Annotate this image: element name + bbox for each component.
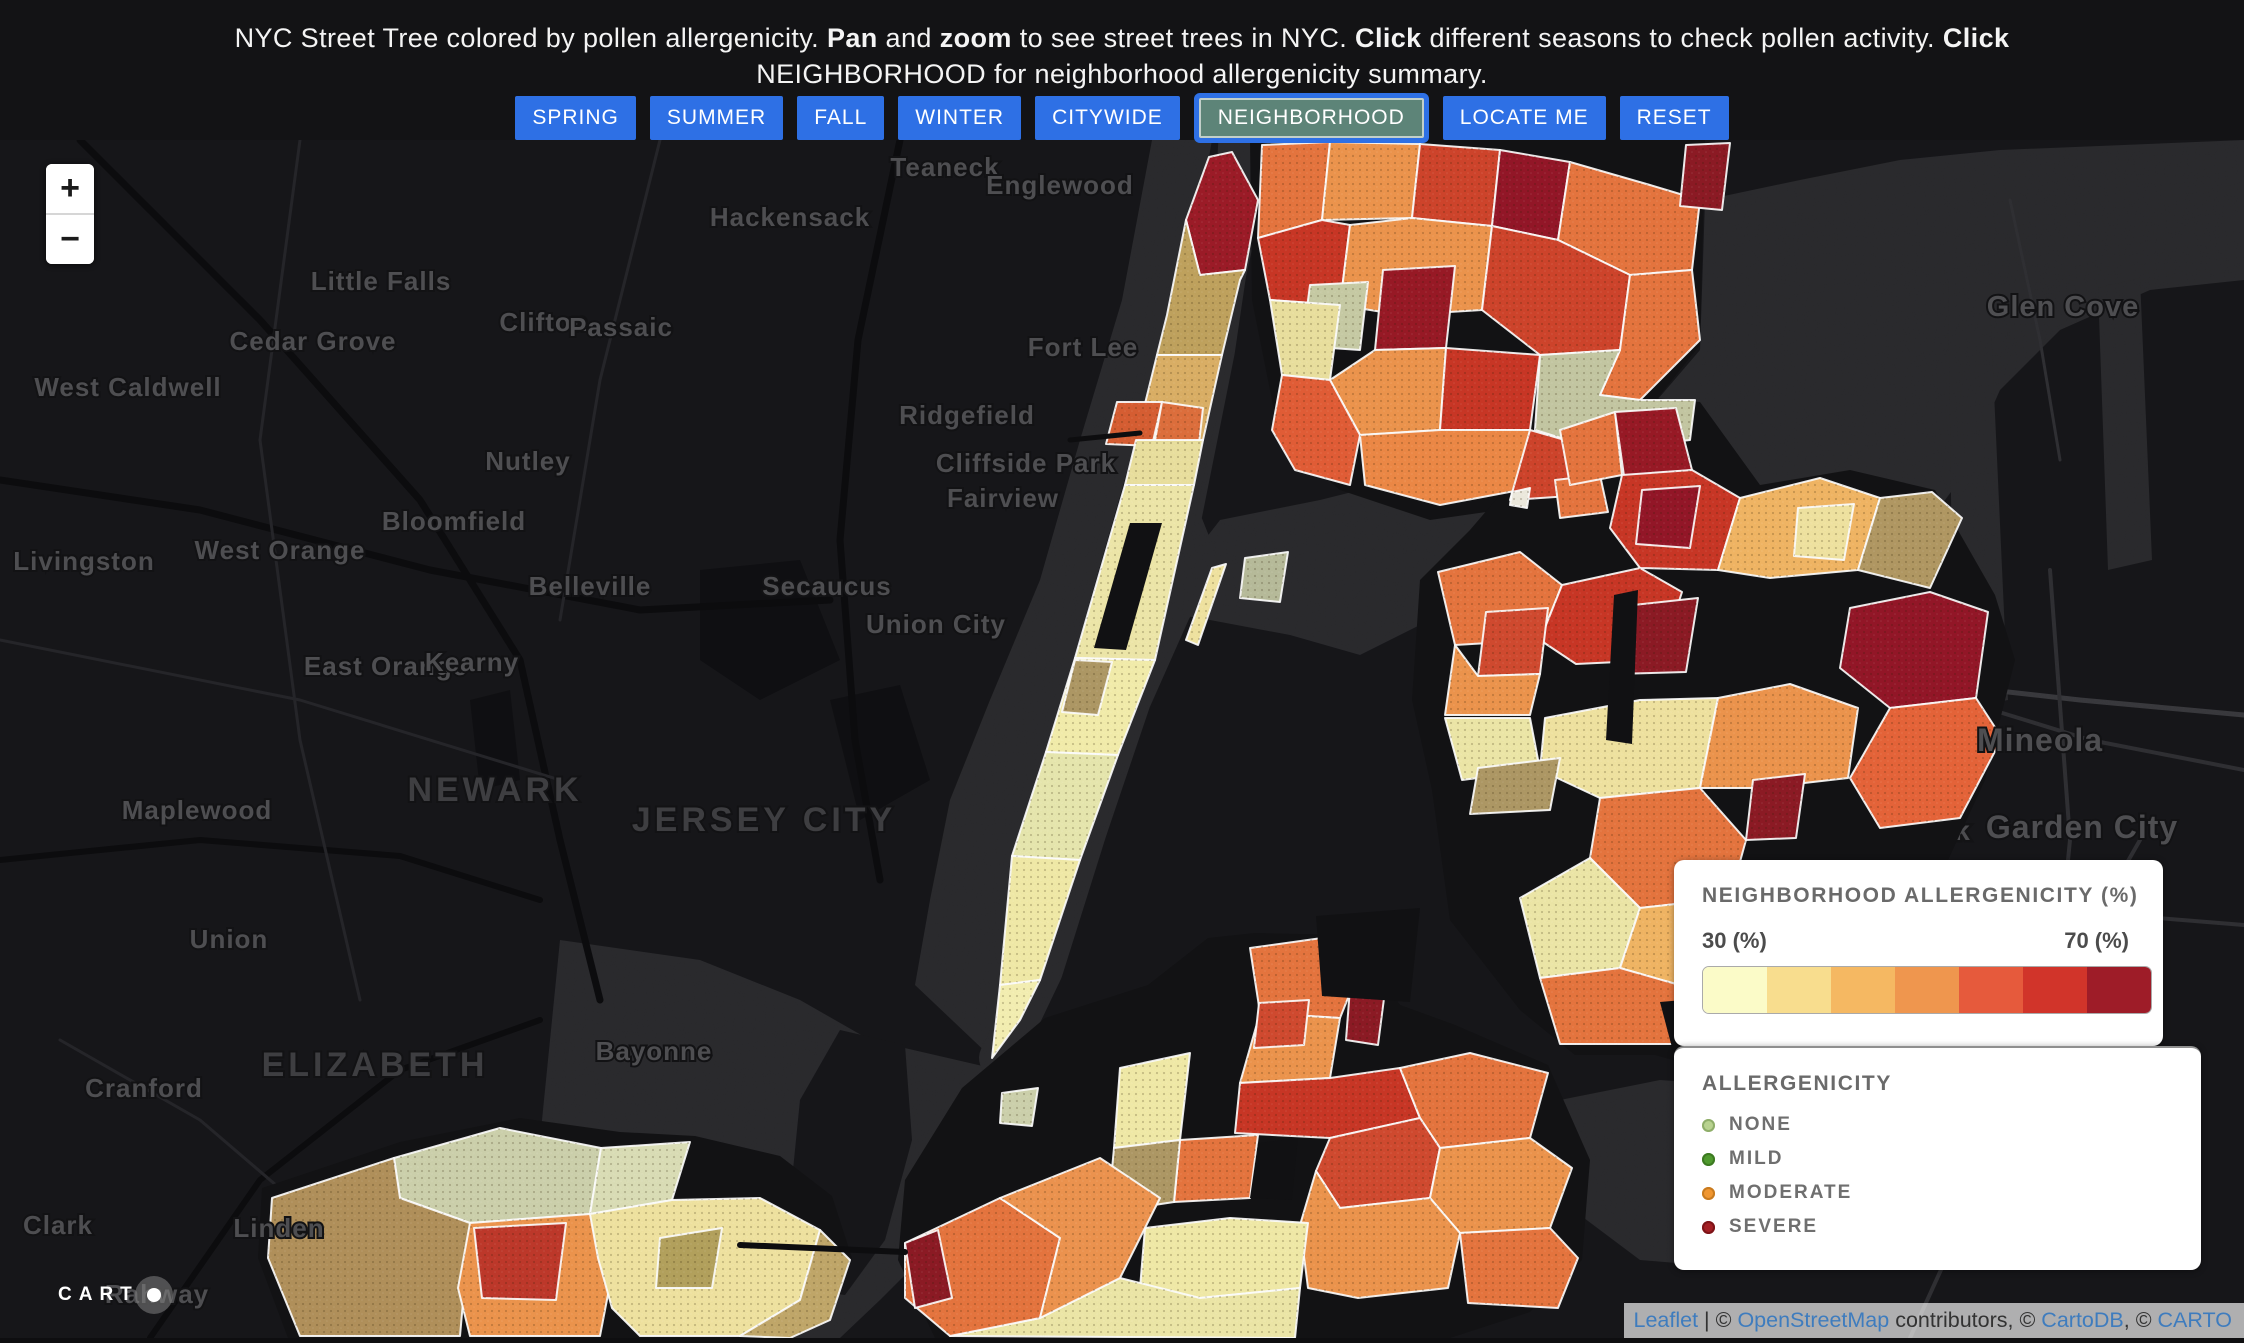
map-place-label-teaneck: Teaneck bbox=[890, 152, 999, 182]
toolbar-button-neighborhood[interactable]: NEIGHBORHOOD bbox=[1198, 98, 1424, 138]
legend-category-label: MODERATE bbox=[1729, 1182, 1853, 1203]
map-place-label-clifton: Clifton bbox=[499, 307, 588, 337]
carto-logo[interactable]: CART bbox=[58, 1276, 173, 1314]
attribution-link-leaflet[interactable]: Leaflet bbox=[1633, 1308, 1699, 1332]
toolbar-button-winter[interactable]: WINTER bbox=[898, 96, 1022, 140]
carto-logo-circle-icon bbox=[134, 1276, 173, 1314]
map-place-label-newark: NEWARK bbox=[407, 771, 582, 809]
header-line-2: NEIGHBORHOOD for neighborhood allergenic… bbox=[756, 59, 1488, 89]
attribution-link-openstreetmap[interactable]: OpenStreetMap bbox=[1737, 1308, 1890, 1332]
none-dot-icon bbox=[1702, 1118, 1715, 1132]
map-place-label-ridgefield: Ridgefield bbox=[899, 400, 1035, 430]
toolbar-button-citywide[interactable]: CITYWIDE bbox=[1035, 96, 1180, 140]
map-place-label-west-caldwell: West Caldwell bbox=[34, 372, 221, 402]
map-place-label-cranford: Cranford bbox=[85, 1073, 203, 1103]
zoom-in-button[interactable]: + bbox=[46, 164, 94, 213]
toolbar-button-locate-me[interactable]: LOCATE ME bbox=[1442, 96, 1606, 140]
map-place-label-mineola: Mineola bbox=[1977, 722, 2103, 758]
map-place-label-passaic: Passaic bbox=[569, 312, 673, 342]
legend-ramp-title: NEIGHBORHOOD ALLERGENICITY (%) bbox=[1702, 884, 2139, 907]
map-place-label-cliffside-park: Cliffside Park bbox=[936, 448, 1116, 478]
map-place-label-union: Union bbox=[190, 924, 269, 954]
map-place-label-east-orange: East Orange bbox=[304, 651, 468, 681]
map-place-label-elizabeth: ELIZABETH bbox=[262, 1046, 489, 1084]
map-place-label-west-orange: West Orange bbox=[195, 535, 366, 565]
legend-category-severe: SEVERE bbox=[1702, 1210, 1852, 1244]
legend-category-label: MILD bbox=[1729, 1148, 1784, 1169]
header-line-1: NYC Street Tree colored by pollen allerg… bbox=[234, 23, 2010, 53]
map-place-label-maplewood: Maplewood bbox=[122, 795, 273, 825]
legend-category-mild: MILD bbox=[1702, 1142, 1852, 1176]
attribution-link-carto[interactable]: CARTO bbox=[2157, 1308, 2232, 1332]
toolbar-button-summer[interactable]: SUMMER bbox=[649, 96, 784, 140]
ramp-swatch-5 bbox=[2023, 967, 2087, 1013]
map-place-label-garden-city: Garden City bbox=[1986, 809, 2178, 845]
severe-dot-icon bbox=[1702, 1220, 1715, 1234]
map-place-label-cedar-grove: Cedar Grove bbox=[229, 326, 396, 356]
map-place-label-clark: Clark bbox=[23, 1210, 93, 1240]
legend-category-moderate: MODERATE bbox=[1702, 1176, 1852, 1210]
map-zoom-control: + − bbox=[46, 164, 94, 264]
mild-dot-icon bbox=[1702, 1152, 1715, 1166]
legend-color-ramp bbox=[1702, 966, 2152, 1014]
legend-category-panel: ALLERGENICITY NONE MILD MODERATE SEVERE bbox=[1674, 1046, 2201, 1270]
legend-category-none: NONE bbox=[1702, 1108, 1852, 1142]
toolbar-button-reset[interactable]: RESET bbox=[1619, 96, 1729, 140]
legend-category-list: NONE MILD MODERATE SEVERE bbox=[1702, 1108, 1852, 1244]
zoom-out-button[interactable]: − bbox=[46, 215, 94, 264]
map-place-label-little-falls: Little Falls bbox=[311, 266, 452, 296]
attribution-text: contributors, © bbox=[1889, 1308, 2042, 1332]
map-place-label-jersey-city: JERSEY CITY bbox=[632, 801, 896, 839]
zoom-divider bbox=[46, 213, 94, 215]
map-place-label-fairview: Fairview bbox=[947, 483, 1059, 513]
map-place-label-bloomfield: Bloomfield bbox=[382, 506, 526, 536]
legend-max-label: 70 (%) bbox=[2064, 928, 2129, 953]
attribution-text: , © bbox=[2123, 1308, 2158, 1332]
attribution-link-cartodb[interactable]: CartoDB bbox=[2041, 1308, 2124, 1332]
toolbar-button-fall[interactable]: FALL bbox=[797, 96, 885, 140]
map-place-label-union-city: Union City bbox=[866, 609, 1006, 639]
map-place-label-livingston: Livingston bbox=[13, 546, 154, 576]
season-toolbar: SPRING SUMMER FALL WINTER CITYWIDE NEIGHBORHO… bbox=[0, 96, 2244, 140]
carto-logo-text: CART bbox=[58, 1284, 139, 1305]
legend-ramp-panel: NEIGHBORHOOD ALLERGENICITY (%) 30 (%) 70… bbox=[1674, 860, 2163, 1046]
ramp-swatch-4 bbox=[1959, 967, 2023, 1013]
header-instructions: NYC Street Tree colored by pollen allerg… bbox=[0, 20, 2244, 92]
map-place-label-fort-lee: Fort Lee bbox=[1028, 332, 1139, 362]
ramp-swatch-6 bbox=[2087, 967, 2151, 1013]
map-place-label-secaucus: Secaucus bbox=[762, 571, 891, 601]
legend-category-label: NONE bbox=[1729, 1114, 1792, 1135]
map-place-label-glen-cove: Glen Cove bbox=[1987, 291, 2139, 323]
map-attribution: Leaflet | © OpenStreetMap contributors, … bbox=[1623, 1303, 2244, 1338]
legend-category-label: SEVERE bbox=[1729, 1216, 1819, 1237]
toolbar-button-spring[interactable]: SPRING bbox=[515, 96, 636, 140]
attribution-text: | © bbox=[1698, 1308, 1738, 1332]
ramp-swatch-0 bbox=[1703, 967, 1767, 1013]
legend-min-label: 30 (%) bbox=[1702, 928, 1767, 953]
map-place-label-linden: Linden bbox=[233, 1213, 324, 1243]
moderate-dot-icon bbox=[1702, 1186, 1715, 1200]
legend-category-title: ALLERGENICITY bbox=[1702, 1072, 1892, 1095]
ramp-swatch-1 bbox=[1767, 967, 1831, 1013]
ramp-swatch-3 bbox=[1895, 967, 1959, 1013]
map-place-label-bayonne: Bayonne bbox=[596, 1036, 713, 1066]
map-place-label-englewood: Englewood bbox=[986, 170, 1134, 200]
map-place-label-belleville: Belleville bbox=[529, 571, 652, 601]
map-place-label-hackensack: Hackensack bbox=[710, 202, 870, 232]
map-place-label-kearny: Kearny bbox=[425, 647, 519, 677]
map-place-label-nutley: Nutley bbox=[485, 446, 570, 476]
ramp-swatch-2 bbox=[1831, 967, 1895, 1013]
